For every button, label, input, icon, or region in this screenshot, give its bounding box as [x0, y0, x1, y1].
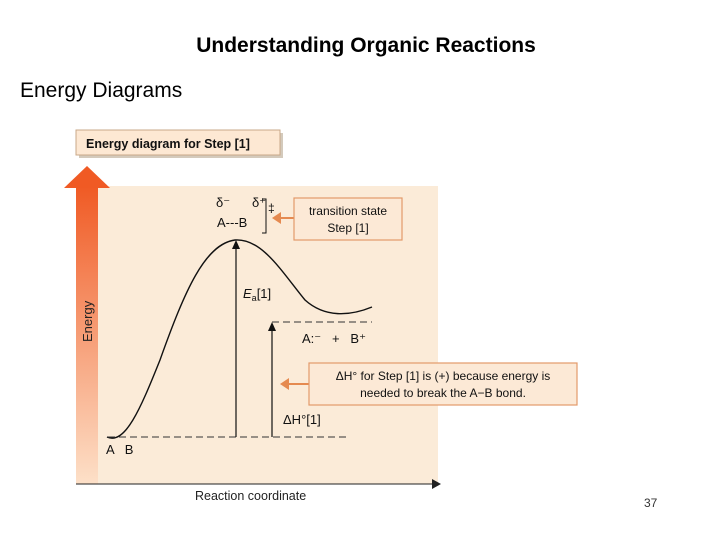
page-number: 37: [644, 496, 658, 510]
ts-callout-line2: Step [1]: [327, 221, 368, 235]
energy-axis-arrowhead: [64, 166, 110, 188]
reactants-label: A B: [106, 442, 133, 457]
slide-title: Understanding Organic Reactions: [196, 34, 536, 57]
header-box-label: Energy diagram for Step [1]: [86, 137, 250, 151]
dh-callout-line1: ΔH° for Step [1] is (+) because energy i…: [336, 369, 551, 383]
x-axis-arrowhead: [432, 479, 441, 489]
ts-callout-pointer-arrowhead: [272, 212, 281, 224]
delta-h-arrowhead: [268, 322, 276, 331]
delta-h-label: ΔH°[1]: [283, 412, 321, 427]
activation-energy-label: Ea[1]: [243, 286, 271, 303]
slide-subtitle: Energy Diagrams: [20, 79, 183, 102]
energy-axis-label: Energy: [80, 300, 95, 342]
ts-bracket: [262, 198, 267, 234]
ts-bond-text: A---B: [217, 215, 247, 230]
activation-energy-arrowhead: [232, 240, 240, 249]
ts-callout-box: [293, 197, 403, 241]
dh-callout-pointer-arrowhead: [280, 378, 289, 390]
dh-callout-box: [308, 362, 578, 406]
dh-callout-line2: needed to break the A−B bond.: [360, 386, 526, 400]
ts-double-dagger: ‡: [268, 201, 275, 215]
header-box: [75, 129, 281, 156]
ts-delta-plus: δ⁺: [252, 195, 266, 210]
ts-delta-minus: δ⁻: [216, 195, 230, 210]
products-label: A:⁻ + B⁺: [302, 331, 366, 346]
energy-axis-bar: [76, 186, 98, 484]
energy-curve: [106, 239, 373, 439]
ts-callout-line1: transition state: [309, 204, 387, 218]
x-axis-label: Reaction coordinate: [195, 489, 306, 503]
